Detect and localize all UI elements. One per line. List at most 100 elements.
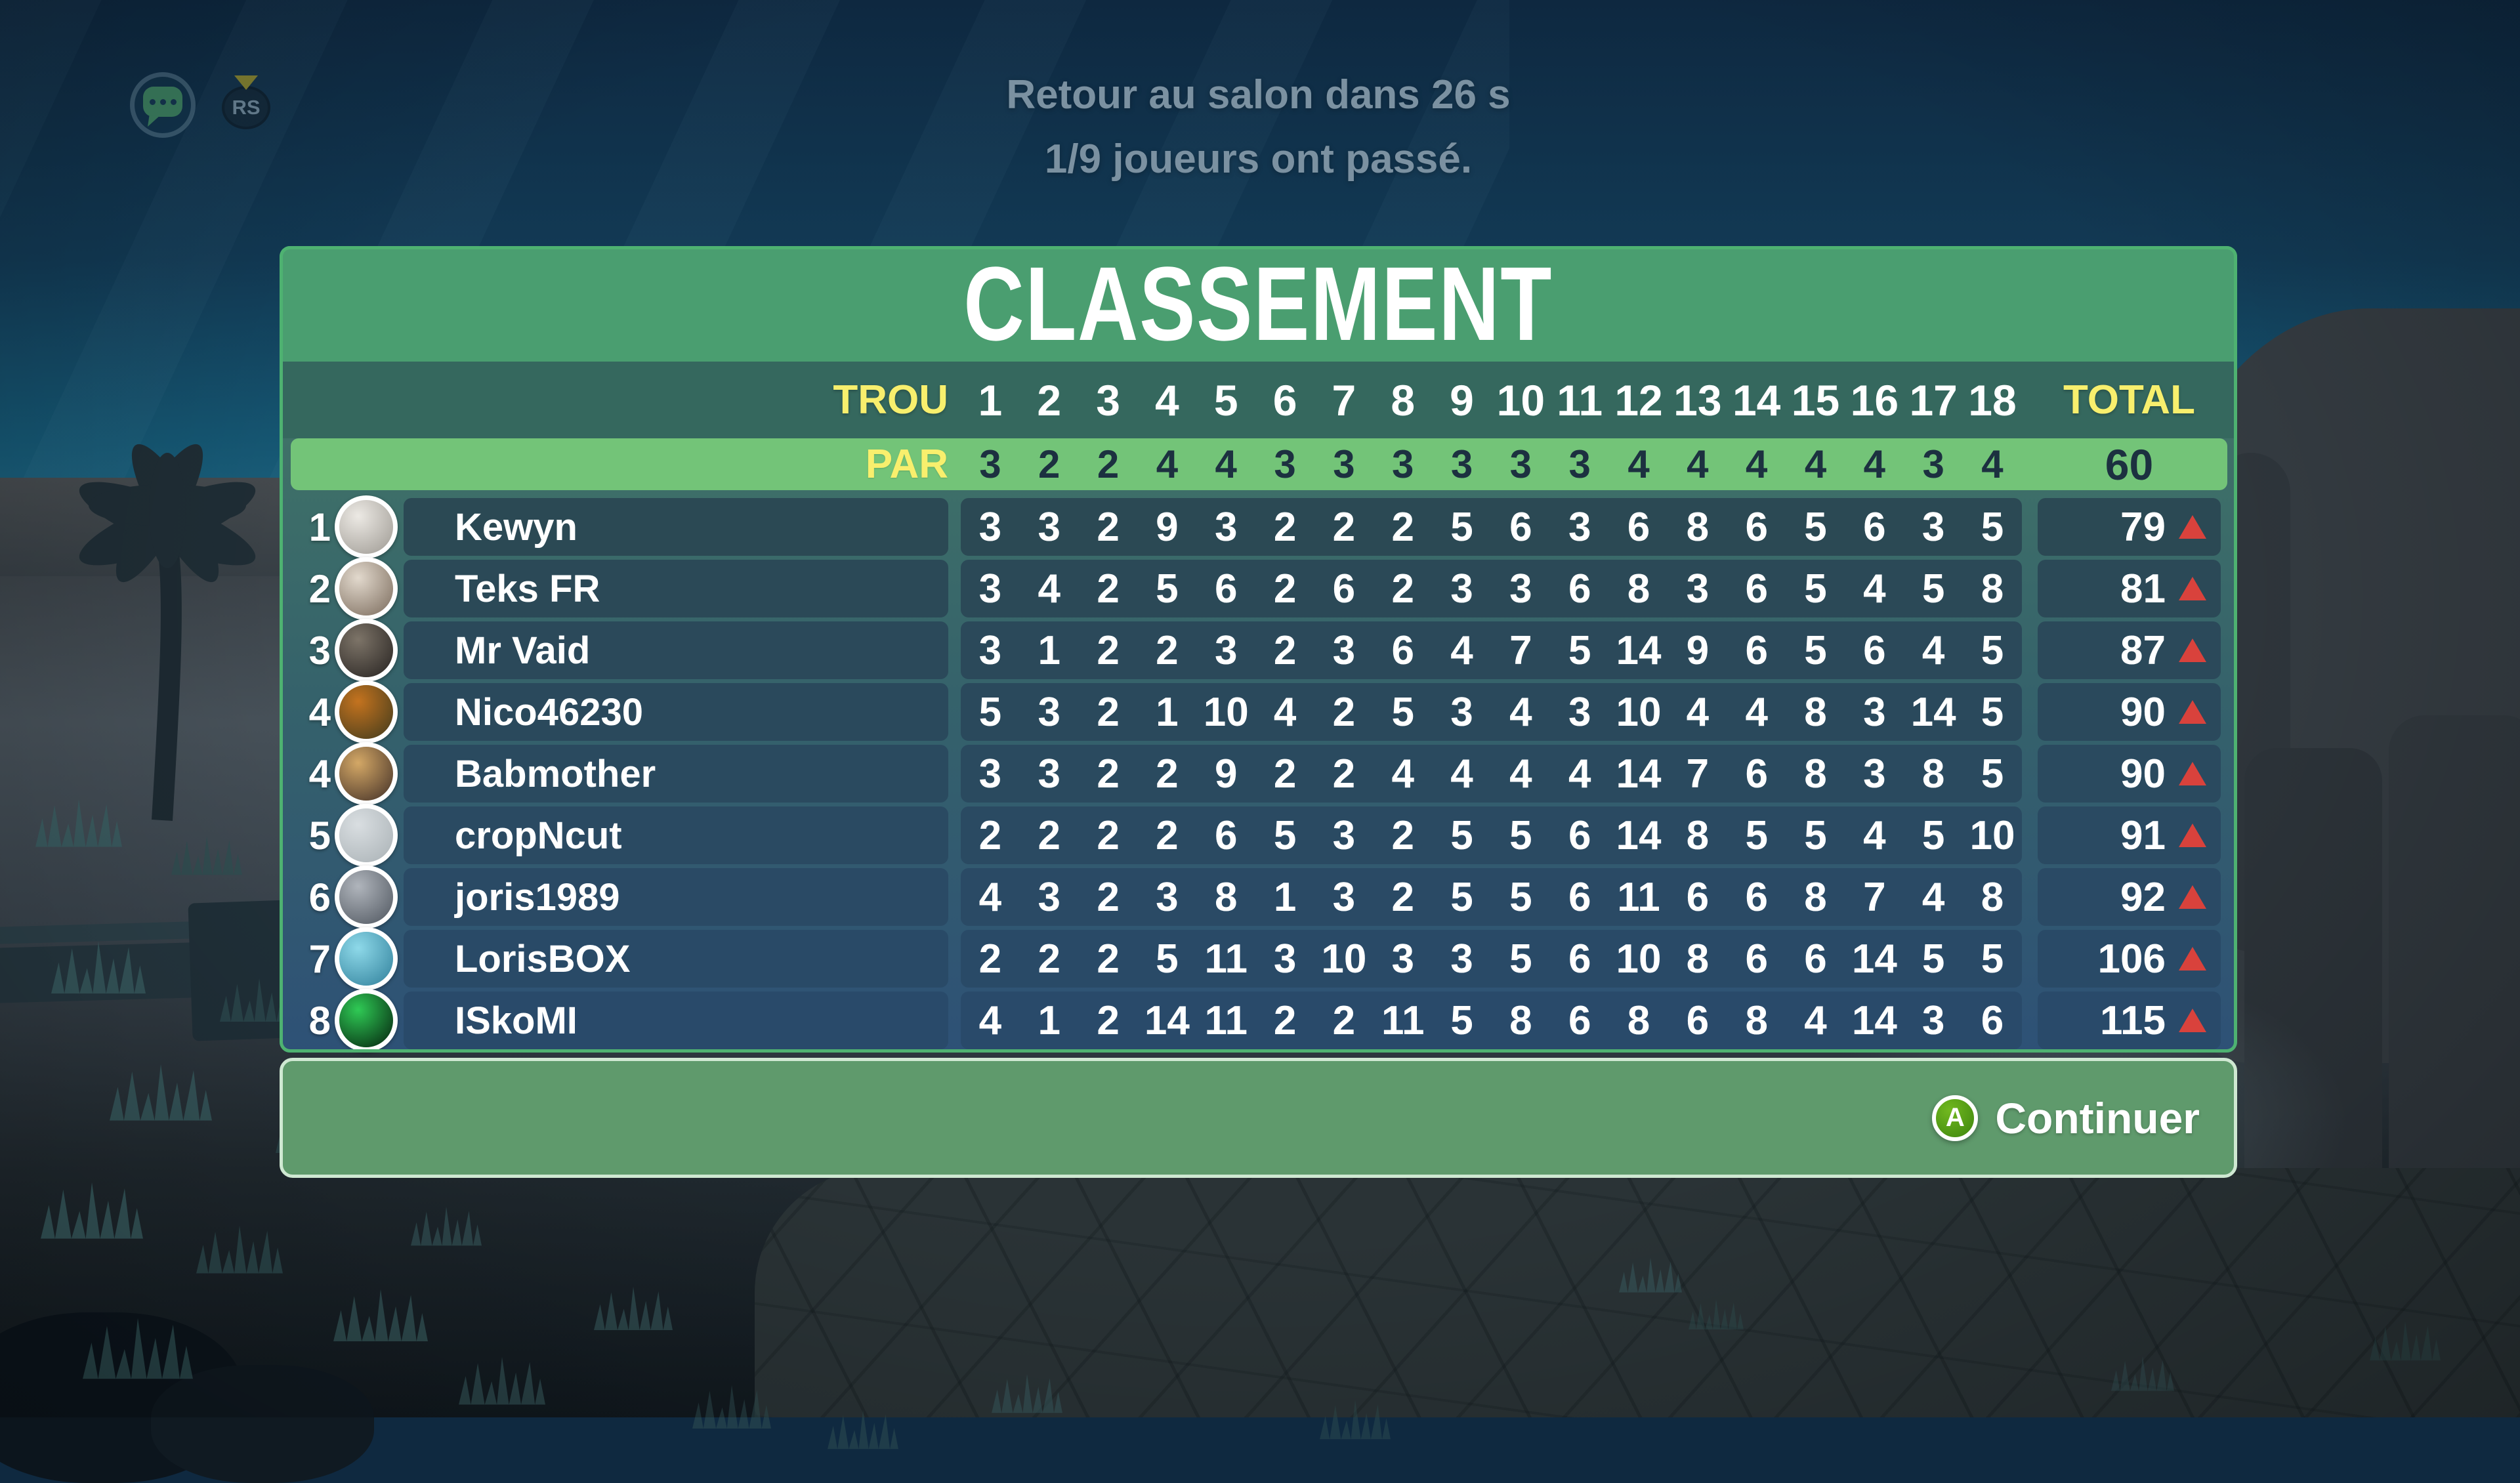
rs-down-arrow-icon [234,75,258,90]
hole-number-cell: 13 [1673,375,1722,425]
player-scores: 5 3 2 1 10 4 2 5 3 4 3 10 4 4 8 3 14 5 [961,683,2022,741]
score-cell: 2 [1391,874,1414,920]
rank-up-triangle-icon [2179,762,2206,785]
continue-button[interactable]: A Continuer [1932,1093,2200,1143]
score-cell: 3 [978,504,1002,550]
score-cell: 11 [1204,936,1248,982]
player-scores: 4 1 2 14 11 2 2 11 5 8 6 8 6 8 4 14 3 6 [961,992,2022,1049]
par-value-cell: 3 [1509,442,1532,486]
score-cell: 5 [1450,812,1473,858]
score-cell: 8 [1981,566,2004,612]
score-cell: 2 [1332,504,1356,550]
leaderboard-row: 4 Babmother 3 3 2 2 9 2 2 4 4 4 4 14 7 6 8 3 8 5 90 [280,742,2237,805]
player-total-pill: 115 [2038,992,2221,1049]
par-value-cell: 4 [1687,442,1709,486]
player-total-pill: 79 [2038,498,2221,556]
score-cell: 3 [1214,627,1238,673]
par-value-cell: 3 [1333,442,1355,486]
hole-number-cell: 12 [1614,375,1663,425]
score-cell: 6 [1332,566,1356,612]
par-value-cell: 2 [1038,442,1060,486]
par-value-cell: 3 [1392,442,1414,486]
score-cell: 5 [1391,689,1414,735]
player-total: 91 [2120,812,2166,858]
score-cell: 6 [1509,504,1532,550]
player-name-pill: Nico46230 [404,683,948,741]
player-avatar [335,495,398,558]
score-cell: 2 [1273,627,1297,673]
score-cell: 2 [1332,689,1356,735]
player-total: 90 [2120,689,2166,735]
score-cell: 5 [1981,689,2004,735]
player-total-pill: 87 [2038,621,2221,679]
player-name: joris1989 [455,875,620,919]
score-cell: 3 [978,751,1002,797]
score-cell: 2 [1038,812,1060,858]
score-cell: 5 [1804,627,1827,673]
score-cell: 3 [1332,874,1356,920]
score-cell: 4 [1922,627,1945,673]
score-cell: 2 [1097,627,1120,673]
score-cell: 5 [1981,504,2004,550]
score-cell: 4 [1863,566,1886,612]
score-cell: 1 [1038,997,1060,1043]
chat-bubble-icon[interactable] [130,72,196,138]
hole-number-cell: 9 [1450,375,1474,425]
player-rank: 2 [308,566,331,611]
score-cell: 4 [1568,751,1591,797]
score-cell: 6 [1214,812,1238,858]
leaderboard-title-box: CLASSEMENT [280,245,2237,362]
player-rank: 4 [308,751,331,796]
player-total: 115 [2099,997,2166,1043]
player-scores: 2 2 2 5 11 3 10 3 3 5 6 10 8 6 6 14 5 5 [961,930,2022,988]
footer-bar: A Continuer [280,1058,2237,1178]
score-cell: 5 [1804,812,1827,858]
score-cell: 4 [1509,689,1532,735]
score-cell: 5 [1450,504,1473,550]
players-passed-text: 1/9 joueurs ont passé. [1044,136,1473,182]
score-cell: 10 [1616,936,1662,982]
player-total: 90 [2120,751,2166,797]
hud-icon-bar: RS [130,72,270,138]
right-stick-button-icon[interactable]: RS [222,75,270,129]
score-cell: 3 [978,566,1002,612]
leaderboard-row: 6 joris1989 4 3 2 3 8 1 3 2 5 5 6 11 6 6 8 7 4 8 92 [280,866,2237,929]
player-total-pill: 90 [2038,745,2221,803]
score-cell: 6 [1627,504,1650,550]
score-cell: 3 [1922,504,1945,550]
score-cell: 5 [1981,936,2004,982]
score-cell: 3 [1214,504,1238,550]
player-avatar [335,557,398,620]
hole-number-cell: 7 [1332,375,1356,425]
rank-up-triangle-icon [2179,824,2206,847]
score-cell: 7 [1509,627,1532,673]
score-cell: 5 [1981,627,2004,673]
hud-messages: Retour au salon dans 26 s 1/9 joueurs on… [280,63,2237,192]
score-cell: 2 [1391,504,1414,550]
score-cell: 6 [1391,627,1414,673]
cracked-earth [755,1168,2520,1417]
continue-label: Continuer [1995,1093,2200,1142]
score-cell: 1 [1156,689,1179,735]
score-cell: 4 [978,997,1002,1043]
par-value-cell: 3 [1450,442,1473,486]
score-cell: 1 [1038,627,1060,673]
player-rank: 8 [308,998,331,1043]
par-value-cell: 4 [1804,442,1827,486]
par-value-cell: 3 [1568,442,1591,486]
score-cell: 2 [1156,627,1179,673]
player-rank: 4 [308,690,331,734]
score-cell: 4 [1686,689,1710,735]
hole-number-cell: 16 [1850,375,1899,425]
score-cell: 2 [1156,751,1179,797]
rank-up-triangle-icon [2179,515,2206,539]
score-cell: 8 [1627,997,1650,1043]
score-cell: 5 [1156,936,1179,982]
score-cell: 5 [1450,997,1473,1043]
score-cell: 4 [1745,689,1768,735]
score-cell: 8 [1686,504,1710,550]
hole-number-cell: 14 [1732,375,1781,425]
score-cell: 6 [1568,936,1591,982]
